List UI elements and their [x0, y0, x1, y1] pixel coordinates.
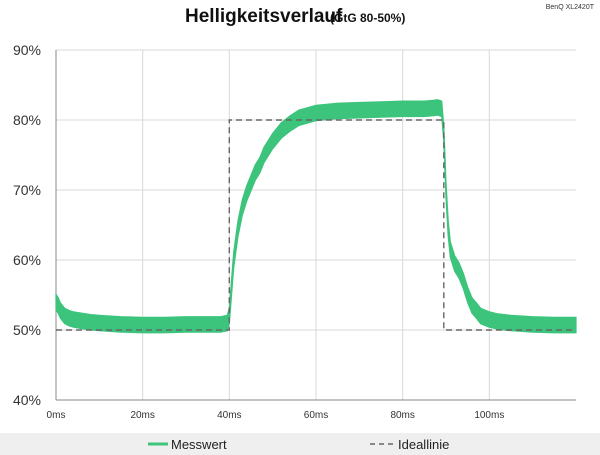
y-tick-label: 80%: [13, 112, 41, 128]
y-tick-label: 50%: [13, 322, 41, 338]
x-tick-label: 20ms: [130, 410, 154, 421]
grid: [55, 49, 576, 401]
series-messwert: [55, 99, 577, 334]
y-tick-label: 40%: [13, 392, 41, 408]
chart-title: Helligkeitsverlauf: [185, 6, 343, 27]
x-tick-label: 100ms: [474, 410, 504, 421]
legend-label-ideallinie: Ideallinie: [398, 437, 449, 452]
y-tick-label: 60%: [13, 252, 41, 268]
series-ideallinie: [56, 119, 576, 331]
plot-area: [55, 99, 577, 334]
x-tick-label: 80ms: [390, 410, 414, 421]
y-tick-label: 90%: [13, 42, 41, 58]
legend: Messwert Ideallinie: [148, 437, 449, 452]
x-tick-label: 40ms: [217, 410, 241, 421]
y-tick-label: 70%: [13, 182, 41, 198]
x-tick-label: 60ms: [304, 410, 328, 421]
legend-label-messwert: Messwert: [171, 437, 227, 452]
x-tick-label: 0ms: [47, 410, 66, 421]
legend-band: [0, 433, 600, 455]
chart-subtitle: (GtG 80-50%): [330, 11, 405, 25]
axis-ticks: 40% 50% 60% 70% 80% 90% 0ms 20ms 40ms 60ms 80ms 100…: [13, 42, 504, 421]
watermark: BenQ XL2420T: [546, 4, 595, 11]
